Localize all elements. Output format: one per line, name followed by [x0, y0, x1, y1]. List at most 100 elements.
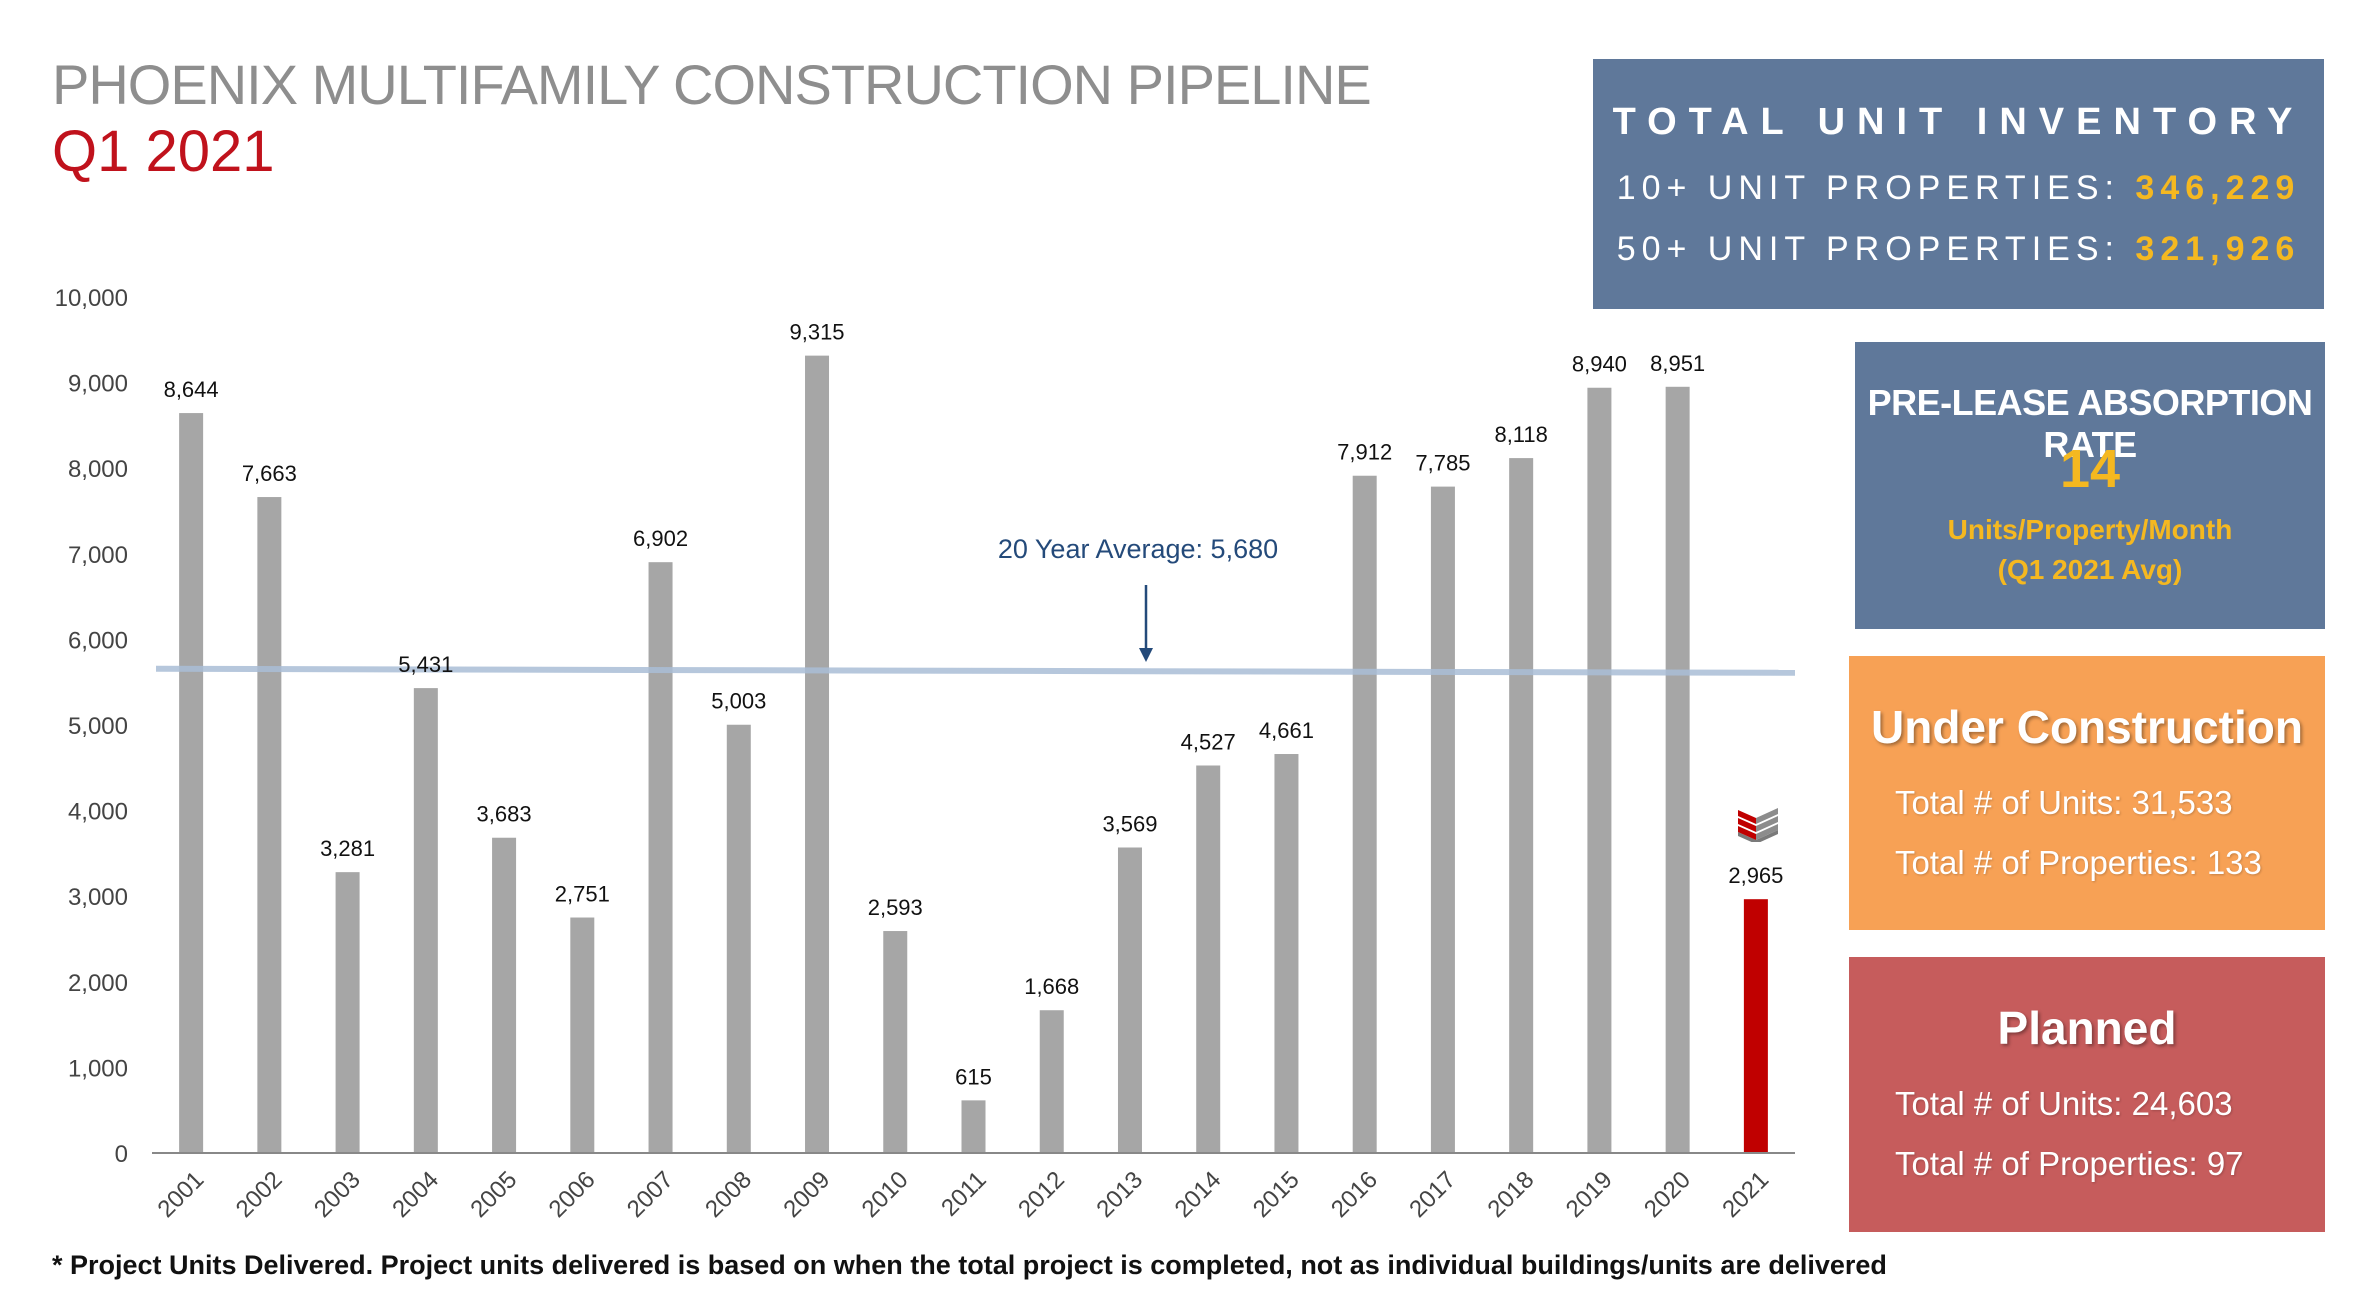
data-label: 4,527 [1181, 729, 1236, 754]
data-label: 8,940 [1572, 352, 1627, 377]
data-label: 6,902 [633, 526, 688, 551]
x-tick-label: 2016 [1326, 1166, 1383, 1223]
data-label: 8,644 [164, 377, 219, 402]
bar-2007 [648, 562, 673, 1153]
bar-2003 [335, 872, 360, 1153]
data-label: 5,431 [398, 652, 453, 677]
y-tick-label: 8,000 [68, 456, 128, 483]
data-label: 1,668 [1024, 974, 1079, 999]
inventory-heading: TOTAL UNIT INVENTORY [1612, 101, 2305, 143]
x-tick-label: 2015 [1248, 1166, 1305, 1223]
y-tick-label: 5,000 [68, 713, 128, 740]
planned-units: Total # of Units: 24,603 [1895, 1085, 2233, 1122]
planned-card: Planned Total # of Units: 24,603 Total #… [1849, 957, 2325, 1232]
data-label: 4,661 [1259, 718, 1314, 743]
bar-2006 [570, 917, 595, 1153]
x-tick-label: 2014 [1170, 1166, 1227, 1223]
x-tick-label: 2001 [153, 1166, 210, 1223]
stacked-layers-logo-icon [1738, 808, 1778, 842]
bar-chart: 0 1,000 2,000 3,000 4,000 5,000 6,000 7,000 8,00… [55, 285, 1796, 1223]
bar-2013 [1117, 847, 1142, 1153]
x-tick-label: 2006 [544, 1166, 601, 1223]
inventory-10plus-label: 10+ UNIT PROPERTIES: [1616, 169, 2120, 207]
inventory-line-10plus: 10+ UNIT PROPERTIES: 346,229 [1593, 169, 2324, 208]
y-tick-label: 7,000 [68, 542, 128, 569]
under-construction-units: Total # of Units: 31,533 [1895, 784, 2233, 821]
page-title: PHOENIX MULTIFAMILY CONSTRUCTION PIPELIN… [52, 53, 1372, 116]
data-label: 7,785 [1415, 451, 1470, 476]
data-label: 8,118 [1494, 422, 1547, 447]
bar-2016 [1352, 475, 1377, 1153]
data-label: 9,315 [789, 320, 844, 345]
average-line [155, 665, 1796, 676]
y-tick-label: 6,000 [68, 627, 128, 654]
absorption-heading: PRE-LEASE ABSORPTION RATE [1867, 382, 2313, 465]
x-tick-label: 2018 [1483, 1166, 1540, 1223]
bar-2018 [1509, 458, 1534, 1153]
bar-2009 [805, 355, 830, 1153]
y-tick-label: 10,000 [55, 285, 128, 312]
x-tick-label: 2005 [465, 1166, 522, 1223]
bar-2014 [1196, 765, 1221, 1153]
absorption-value: 14 [2059, 439, 2121, 499]
x-tick-label: 2011 [936, 1166, 992, 1222]
x-tick-label: 2003 [309, 1166, 366, 1223]
data-label: 2,965 [1728, 863, 1783, 888]
pre-lease-absorption-card: PRE-LEASE ABSORPTION RATE 14 Units/Prope… [1855, 342, 2325, 629]
data-label: 5,003 [711, 689, 766, 714]
x-tick-label: 2002 [231, 1166, 288, 1223]
inventory-10plus-value: 346,229 [2135, 169, 2301, 207]
y-tick-label: 0 [115, 1141, 128, 1168]
x-tick-label: 2020 [1639, 1166, 1696, 1223]
x-tick-label: 2019 [1561, 1166, 1618, 1223]
data-label: 3,569 [1102, 811, 1157, 836]
y-tick-label: 1,000 [68, 1055, 128, 1082]
bar-2005 [492, 837, 517, 1153]
bar-2019 [1587, 387, 1612, 1154]
x-tick-label: 2013 [1091, 1166, 1148, 1223]
planned-properties: Total # of Properties: 97 [1895, 1145, 2244, 1182]
data-label: 615 [955, 1064, 992, 1089]
bar-2004 [413, 688, 438, 1153]
x-tick-label: 2007 [622, 1166, 679, 1223]
data-label: 2,593 [868, 895, 923, 920]
data-label: 2,751 [555, 882, 610, 907]
bar-2021 [1743, 899, 1768, 1153]
x-tick-label: 2009 [778, 1166, 835, 1223]
bar-2008 [726, 724, 751, 1153]
page-subtitle: Q1 2021 [52, 119, 275, 184]
bar-2020 [1665, 386, 1690, 1153]
bar-2002 [257, 497, 282, 1153]
y-tick-label: 9,000 [68, 371, 128, 398]
x-tick-label: 2004 [387, 1166, 444, 1223]
bar-2017 [1430, 486, 1455, 1153]
y-tick-label: 4,000 [68, 799, 128, 826]
data-label: 7,663 [242, 461, 297, 486]
x-tick-label: 2021 [1717, 1166, 1774, 1223]
under-construction-card: Under Construction Total # of Units: 31,… [1849, 656, 2325, 930]
y-tick-label: 3,000 [68, 884, 128, 911]
absorption-note: (Q1 2021 Avg) [1997, 554, 2183, 585]
bar-2015 [1274, 754, 1299, 1153]
absorption-unit: Units/Property/Month [1947, 514, 2233, 545]
data-label: 8,951 [1650, 351, 1705, 376]
x-tick-label: 2012 [1013, 1166, 1070, 1223]
inventory-line-50plus: 50+ UNIT PROPERTIES: 321,926 [1593, 230, 2324, 269]
bar-2012 [1039, 1010, 1064, 1153]
inventory-50plus-label: 50+ UNIT PROPERTIES: [1616, 230, 2120, 268]
footnote: * Project Units Delivered. Project units… [52, 1250, 1887, 1280]
bar-2001 [179, 413, 204, 1153]
bar-2010 [883, 931, 908, 1153]
bar-2011 [961, 1100, 986, 1153]
data-label: 3,683 [477, 802, 532, 827]
arrow-down-icon [1139, 648, 1153, 662]
under-construction-title: Under Construction [1871, 701, 2303, 753]
x-tick-label: 2017 [1404, 1166, 1461, 1223]
total-unit-inventory-card: TOTAL UNIT INVENTORY 10+ UNIT PROPERTIES… [1592, 58, 2325, 310]
planned-title: Planned [1997, 1002, 2177, 1054]
data-label: 3,281 [320, 836, 375, 861]
x-tick-label: 2008 [700, 1166, 757, 1223]
average-annotation: 20 Year Average: 5,680 [998, 534, 1278, 564]
under-construction-properties: Total # of Properties: 133 [1895, 844, 2262, 881]
y-tick-label: 2,000 [68, 970, 128, 997]
